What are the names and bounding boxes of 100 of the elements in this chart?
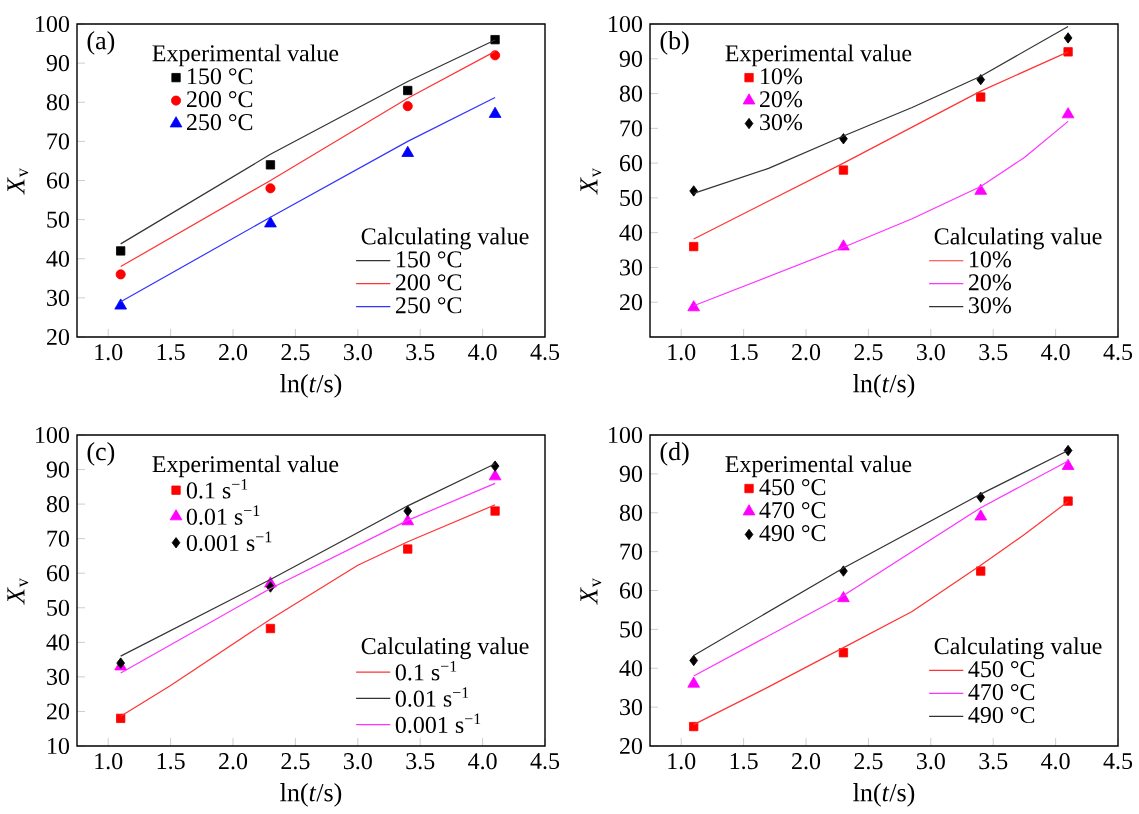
legend-label: 470 °C xyxy=(759,502,826,519)
x-axis-title: ln(t/s) xyxy=(280,374,342,398)
x-tick-label: 1.0 xyxy=(95,753,123,770)
y-tick-label: 40 xyxy=(619,224,643,241)
legend-label: 0.01 s$^{−1}$ xyxy=(395,687,469,707)
annotation: Calculating value xyxy=(934,227,1102,250)
y-tick-label: 20 xyxy=(47,703,70,720)
legend-label: 470 °C xyxy=(968,683,1035,701)
x-tick-label: 1.5 xyxy=(157,753,185,770)
x-tick-label: 1.5 xyxy=(157,344,185,361)
legend-label: 490 °C xyxy=(968,706,1035,724)
y-tick-label: 80 xyxy=(619,85,643,102)
y-axis-title: X$_{v}$ xyxy=(7,168,29,195)
y-tick-label: 90 xyxy=(46,461,70,478)
x-tick-label: 4.5 xyxy=(530,753,560,770)
legend-label: 20% xyxy=(760,91,803,108)
y-tick-label: 40 xyxy=(46,250,70,267)
legend-label: 0.01 s$^{−1}$ xyxy=(186,505,260,525)
x-tick-label: 3.5 xyxy=(406,753,435,770)
x-tick-label: 3.0 xyxy=(916,753,945,770)
y-tick-label: 50 xyxy=(47,211,70,228)
y-tick-label: 100 xyxy=(609,15,643,33)
x-tick-label: 2.5 xyxy=(281,344,310,361)
x-tick-label: 4.0 xyxy=(468,753,497,770)
y-tick-label: 90 xyxy=(46,55,70,72)
legend-label: 10% xyxy=(761,68,803,85)
y-axis-title: X$_{v}$ xyxy=(580,168,602,195)
x-tick-label: 4.5 xyxy=(1103,344,1133,361)
y-tick-label: 80 xyxy=(46,496,70,513)
y-tick-label: 10 xyxy=(48,737,70,755)
y-tick-label: 100 xyxy=(36,15,70,33)
legend-label: 20% xyxy=(968,274,1012,291)
x-tick-label: 1.5 xyxy=(730,753,758,770)
y-tick-label: 80 xyxy=(619,504,643,521)
x-tick-label: 1.0 xyxy=(668,344,696,361)
y-tick-label: 30 xyxy=(47,289,70,306)
annotation: Calculating value xyxy=(934,637,1102,660)
x-tick-label: 4.0 xyxy=(468,344,497,361)
y-tick-label: 50 xyxy=(620,189,643,206)
legend-label: 0.001 s$^{−1}$ xyxy=(395,713,481,734)
legend-label: 150 °C xyxy=(396,251,462,268)
x-tick-label: 2.0 xyxy=(219,753,248,770)
y-tick-label: 90 xyxy=(619,50,643,67)
legend-label: 0.1 s$^{−1}$ xyxy=(186,479,248,499)
legend-label: 200 °C xyxy=(395,274,462,291)
annotation: Calculating value xyxy=(361,227,529,250)
y-tick-label: 90 xyxy=(619,465,643,482)
legend-label: 250 °C xyxy=(395,297,462,314)
x-tick-label: 3.0 xyxy=(343,344,372,361)
y-tick-label: 30 xyxy=(620,699,643,716)
y-tick-label: 60 xyxy=(619,582,643,599)
y-tick-label: 20 xyxy=(620,294,643,311)
x-tick-label: 2.0 xyxy=(792,344,821,361)
legend-label: 30% xyxy=(760,114,803,131)
legend-label: 10% xyxy=(969,251,1012,268)
x-axis-title: ln(t/s) xyxy=(853,374,915,398)
y-axis-title: X$_{v}$ xyxy=(7,578,29,605)
legend-label: 150 °C xyxy=(188,68,253,85)
y-tick-label: 40 xyxy=(619,660,643,677)
y-tick-label: 100 xyxy=(36,426,70,444)
x-tick-label: 2.5 xyxy=(854,344,883,361)
x-axis-title: ln(t/s) xyxy=(280,783,342,807)
x-tick-label: 2.5 xyxy=(854,753,883,770)
y-tick-label: 60 xyxy=(46,565,70,582)
annotation: Calculating value xyxy=(361,637,529,660)
x-tick-label: 4.5 xyxy=(530,344,560,361)
x-axis-title: ln(t/s) xyxy=(853,783,915,807)
legend-label: 250 °C xyxy=(186,114,253,131)
chart-title: (d) xyxy=(660,442,689,466)
x-tick-label: 4.0 xyxy=(1041,344,1070,361)
y-tick-label: 50 xyxy=(47,599,70,616)
legend-label: 0.1 s$^{−1}$ xyxy=(395,660,457,681)
legend-label: 30% xyxy=(969,297,1012,314)
legend-label: 490 °C xyxy=(759,524,826,542)
y-tick-label: 40 xyxy=(46,634,70,651)
x-tick-label: 2.5 xyxy=(281,753,310,770)
chart-title: (a) xyxy=(87,31,115,55)
chart-title: (b) xyxy=(660,31,689,55)
x-tick-label: 1.0 xyxy=(668,753,696,770)
x-tick-label: 2.0 xyxy=(219,344,248,361)
y-tick-label: 20 xyxy=(620,737,643,755)
legend-label: 200 °C xyxy=(186,91,253,108)
y-tick-label: 50 xyxy=(620,621,643,638)
y-axis-title: X$_{v}$ xyxy=(580,578,602,605)
y-tick-label: 30 xyxy=(47,668,70,685)
annotation: Experimental value xyxy=(152,44,339,67)
annotation: Experimental value xyxy=(725,44,912,67)
annotation: Experimental value xyxy=(725,455,912,478)
y-tick-label: 60 xyxy=(46,172,70,189)
x-tick-label: 1.5 xyxy=(730,344,758,361)
x-tick-label: 4.5 xyxy=(1103,753,1133,770)
chart-title: (c) xyxy=(87,442,115,466)
y-tick-label: 70 xyxy=(620,543,643,560)
legend-label: 0.001 s$^{−1}$ xyxy=(186,531,272,552)
y-tick-label: 30 xyxy=(620,259,643,276)
y-tick-label: 20 xyxy=(47,328,70,346)
y-tick-label: 70 xyxy=(47,133,70,150)
x-tick-label: 1.0 xyxy=(95,344,123,361)
annotation: Experimental value xyxy=(152,455,339,478)
x-tick-label: 3.0 xyxy=(916,344,945,361)
